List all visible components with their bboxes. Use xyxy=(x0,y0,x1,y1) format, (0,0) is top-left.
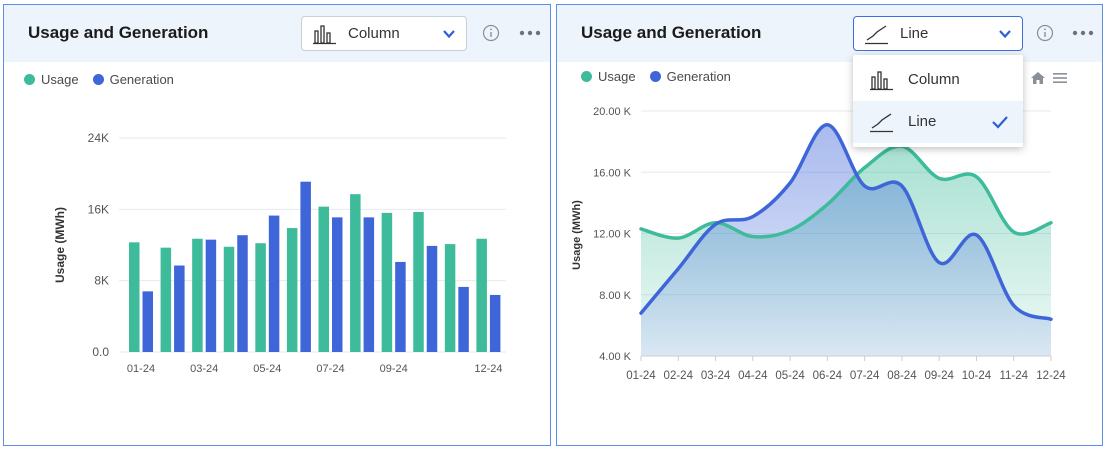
bar xyxy=(255,243,265,352)
x-tick-label: 07-24 xyxy=(850,370,880,382)
x-tick-label: 01-24 xyxy=(626,370,656,382)
column-chart: 0.0 8K 16K 24K 01-24 03-24 05-24 07-24 09-24 12-2… xyxy=(4,5,550,445)
checkmark-icon xyxy=(991,114,1009,130)
right-chart-panel: Usage and Generation Line Usage xyxy=(556,4,1103,446)
bar xyxy=(476,239,487,352)
y-axis-label: Usage (MWh) xyxy=(53,207,67,283)
x-tick-label: 06-24 xyxy=(813,370,843,382)
bar xyxy=(332,217,343,352)
dropdown-option-label: Column xyxy=(908,71,960,88)
x-tick-label: 05-24 xyxy=(775,370,805,382)
x-tick-label: 12-24 xyxy=(474,363,502,375)
y-tick-label: 20.00 K xyxy=(593,106,632,118)
x-tick-label: 03-24 xyxy=(190,363,218,375)
y-tick-label: 8K xyxy=(94,274,109,288)
x-tick-label: 11-24 xyxy=(999,370,1028,382)
y-axis-label: Usage (MWh) xyxy=(571,200,583,270)
bar xyxy=(287,228,298,352)
dropdown-option-line[interactable]: Line xyxy=(853,101,1023,143)
x-tick-label: 02-24 xyxy=(664,370,694,382)
chart-type-dropdown: Column Line xyxy=(853,55,1023,147)
y-tick-label: 4.00 K xyxy=(599,351,631,363)
bar xyxy=(395,262,406,352)
x-tick-label: 01-24 xyxy=(127,363,155,375)
y-tick-label: 8.00 K xyxy=(599,290,631,302)
bar xyxy=(364,217,375,352)
x-tick-label: 10-24 xyxy=(962,370,992,382)
y-tick-label: 24K xyxy=(88,131,109,145)
x-tick-label: 07-24 xyxy=(316,363,344,375)
bar xyxy=(224,247,235,352)
bar xyxy=(427,246,438,352)
x-tick-label: 03-24 xyxy=(701,370,731,382)
x-tick-label: 09-24 xyxy=(924,370,954,382)
y-tick-label: 0.0 xyxy=(92,345,109,359)
dropdown-option-label: Line xyxy=(908,113,936,130)
y-tick-label: 12.00 K xyxy=(593,229,632,241)
x-tick-label: 12-24 xyxy=(1036,370,1066,382)
menu-icon[interactable] xyxy=(1052,71,1068,85)
chart-toolbar xyxy=(1030,71,1068,85)
x-tick-label: 08-24 xyxy=(887,370,917,382)
bar xyxy=(413,212,424,352)
bar xyxy=(174,266,185,352)
bar xyxy=(445,244,456,352)
bar xyxy=(490,295,501,352)
bar xyxy=(237,235,248,352)
column-chart-icon xyxy=(869,69,895,91)
bar xyxy=(206,240,217,352)
line-chart-icon xyxy=(869,111,895,133)
bar xyxy=(319,207,330,352)
y-tick-label: 16.00 K xyxy=(593,167,632,179)
x-tick-label: 04-24 xyxy=(738,370,768,382)
bar xyxy=(161,248,172,352)
bar xyxy=(269,216,280,352)
bar xyxy=(382,213,393,352)
x-tick-label: 05-24 xyxy=(253,363,281,375)
x-tick-label: 09-24 xyxy=(380,363,408,375)
bar xyxy=(300,182,311,352)
y-tick-label: 16K xyxy=(88,202,109,216)
bar xyxy=(143,291,154,352)
bar xyxy=(192,239,203,352)
home-icon[interactable] xyxy=(1030,71,1046,85)
dropdown-option-column[interactable]: Column xyxy=(853,59,1023,101)
bar xyxy=(350,194,361,352)
bar xyxy=(129,242,140,352)
bar xyxy=(458,287,469,352)
left-chart-panel: Usage and Generation Column xyxy=(3,4,551,446)
